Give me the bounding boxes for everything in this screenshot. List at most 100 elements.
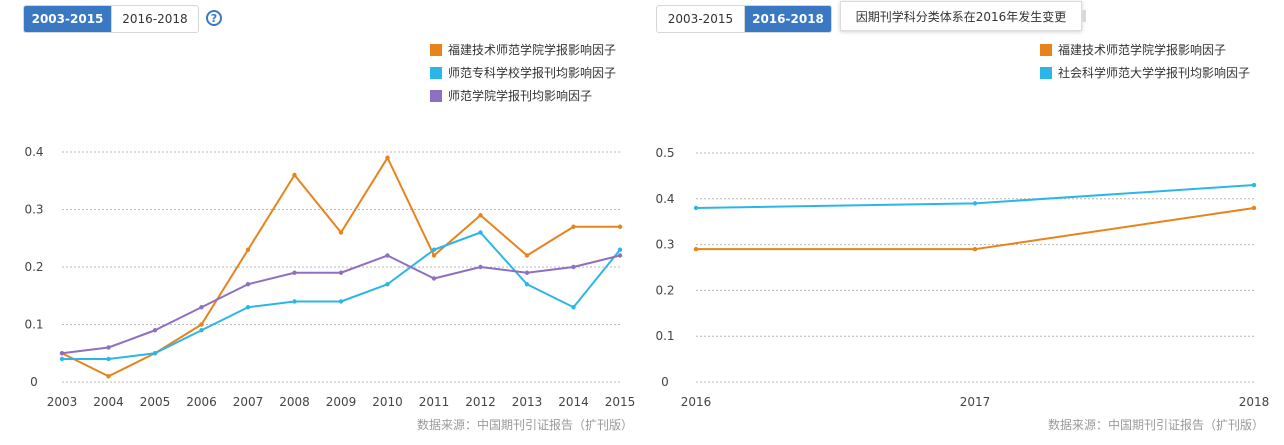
x-tick-label: 2014	[558, 395, 589, 409]
data-point	[106, 374, 111, 379]
legend-item[interactable]: 福建技术师范学院学报影响因子	[430, 38, 616, 61]
x-tick-label: 2016	[681, 395, 712, 409]
data-point	[571, 224, 576, 229]
period-tabs-left: 2003-2015 2016-2018	[23, 5, 199, 33]
x-tick-label: 2003	[47, 395, 78, 409]
legend-swatch-cyan	[430, 66, 442, 79]
series-line	[61, 156, 620, 378]
data-point	[571, 264, 576, 270]
data-point	[524, 253, 530, 258]
data-point	[972, 246, 978, 252]
data-point	[245, 305, 251, 310]
data-point	[1251, 205, 1257, 211]
data-point	[617, 224, 623, 229]
tab-2016-2018[interactable]: 2016-2018	[744, 6, 831, 32]
series-line	[61, 254, 621, 355]
x-tick-label: 2005	[140, 395, 171, 409]
data-point	[106, 356, 111, 362]
legend-swatch-orange	[1040, 43, 1052, 56]
data-point	[385, 155, 390, 160]
legend-label: 福建技术师范学院学报影响因子	[448, 43, 617, 57]
y-tick-label: 0	[661, 375, 669, 389]
data-point	[292, 172, 297, 178]
y-tick-label: 0	[30, 375, 38, 389]
series-line	[696, 206, 1255, 251]
data-point	[431, 253, 437, 258]
data-point	[431, 247, 437, 252]
legend-item[interactable]: 师范专科学校学报刊均影响因子	[430, 61, 616, 84]
y-tick-label: 0.5	[655, 146, 674, 160]
x-tick-label: 2012	[465, 395, 496, 409]
x-tick-label: 2015	[605, 395, 636, 409]
x-tick-label: 2017	[960, 395, 991, 409]
data-point	[617, 247, 623, 252]
y-tick-label: 0.3	[655, 238, 674, 252]
tooltip-tail	[1082, 10, 1086, 22]
data-point	[199, 322, 204, 327]
tab-2016-2018[interactable]: 2016-2018	[111, 6, 198, 32]
data-point	[152, 351, 158, 356]
data-point	[693, 205, 699, 211]
data-point	[338, 270, 344, 275]
y-tick-label: 0.2	[655, 283, 674, 297]
x-tick-label: 2009	[326, 395, 357, 409]
legend-label: 社会科学师范大学学报刊均影响因子	[1058, 66, 1251, 80]
y-tick-label: 0.4	[655, 192, 674, 206]
tab-2003-2015[interactable]: 2003-2015	[24, 6, 111, 32]
data-point	[152, 328, 158, 333]
y-tick-label: 0.1	[24, 318, 43, 332]
y-tick-label: 0.3	[24, 203, 43, 217]
x-tick-label: 2013	[512, 395, 543, 409]
data-point	[59, 356, 65, 362]
data-point	[199, 328, 204, 333]
legend-item[interactable]: 福建技术师范学院学报影响因子	[1040, 38, 1250, 61]
legend-swatch-purple	[430, 89, 442, 102]
x-tick-label: 2004	[93, 395, 124, 409]
data-point	[292, 299, 297, 304]
legend-item[interactable]: 社会科学师范大学学报刊均影响因子	[1040, 61, 1250, 84]
legend-label: 福建技术师范学院学报影响因子	[1058, 43, 1227, 57]
x-tick-label: 2018	[1239, 395, 1270, 409]
help-icon[interactable]: ?	[206, 10, 222, 26]
source-note: 数据来源：中国期刊引证报告（扩刊版）	[1048, 417, 1264, 432]
data-point	[245, 247, 251, 252]
x-tick-label: 2006	[186, 395, 217, 409]
legend-item[interactable]: 师范学院学报刊均影响因子	[430, 84, 616, 107]
data-point	[385, 282, 390, 287]
x-tick-label: 2007	[233, 395, 264, 409]
data-point	[571, 305, 576, 310]
series-line	[62, 231, 621, 360]
legend-left: 福建技术师范学院学报影响因子 师范专科学校学报刊均影响因子 师范学院学报刊均影响…	[430, 38, 616, 107]
data-point	[106, 345, 111, 350]
legend-label: 师范专科学校学报刊均影响因子	[448, 66, 617, 80]
data-point	[478, 264, 483, 270]
legend-right: 福建技术师范学院学报影响因子 社会科学师范大学学报刊均影响因子	[1040, 38, 1250, 84]
data-point	[524, 282, 530, 287]
data-point	[292, 270, 297, 275]
data-point	[478, 213, 483, 218]
tab-2003-2015[interactable]: 2003-2015	[657, 6, 744, 32]
data-point	[385, 253, 390, 258]
legend-label: 师范学院学报刊均影响因子	[448, 89, 593, 103]
data-point	[524, 270, 530, 275]
y-tick-label: 0.1	[655, 329, 674, 343]
legend-swatch-orange	[430, 43, 442, 56]
data-point	[245, 282, 251, 287]
data-point	[431, 276, 437, 281]
data-point	[1251, 182, 1257, 188]
x-tick-label: 2010	[372, 395, 403, 409]
data-point	[617, 253, 623, 258]
data-point	[338, 299, 344, 304]
y-tick-label: 0.2	[24, 260, 43, 274]
period-tabs-right: 2003-2015 2016-2018	[656, 5, 832, 33]
x-tick-label: 2008	[279, 395, 310, 409]
data-point	[59, 351, 65, 356]
y-tick-label: 0.4	[24, 145, 43, 159]
tooltip: 因期刊学科分类体系在2016年发生变更	[840, 1, 1082, 31]
x-tick-label: 2011	[419, 395, 450, 409]
source-note: 数据来源：中国期刊引证报告（扩刊版）	[417, 417, 633, 432]
data-point	[199, 305, 204, 310]
legend-swatch-cyan	[1040, 66, 1052, 79]
data-point	[338, 230, 344, 235]
